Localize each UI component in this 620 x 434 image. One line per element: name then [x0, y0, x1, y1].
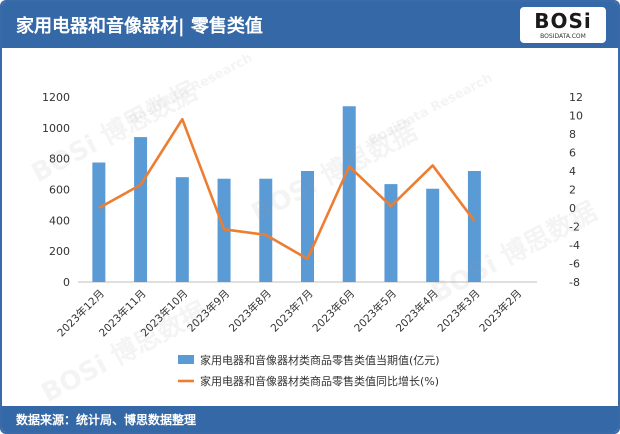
bar [426, 188, 440, 282]
y-left-tick-label: 600 [49, 184, 70, 197]
y-left-tick-label: 1000 [42, 122, 70, 135]
x-tick-label: 2023年7月 [268, 287, 316, 335]
bar [467, 171, 481, 282]
bar [175, 177, 189, 282]
header-bar: 家用电器和音像器材| 零售类值 BOSi BOSIDATA.COM [2, 2, 618, 48]
y-right-tick-label: 12 [569, 91, 583, 104]
y-right-tick-label: 0 [569, 202, 576, 215]
growth-line [98, 117, 476, 261]
bar [301, 171, 314, 282]
bosi-logo: BOSi BOSIDATA.COM [520, 7, 606, 43]
footer-bar: 数据来源：统计局、博思数据整理 [2, 406, 618, 432]
y-right-tick-label: -6 [569, 258, 580, 271]
y-right-tick-label: 2 [569, 184, 576, 197]
page-title: 家用电器和音像器材| 零售类值 [16, 16, 263, 37]
y-right-tick-label: -4 [569, 239, 580, 252]
bar [134, 137, 148, 282]
data-source: 数据来源：统计局、博思数据整理 [16, 413, 197, 427]
y-left-tick-label: 800 [49, 153, 70, 166]
logo-sub: BOSIDATA.COM [540, 33, 586, 40]
y-right-tick-label: -8 [569, 276, 580, 289]
y-left-tick-label: 1200 [42, 91, 70, 104]
y-right-tick-label: 10 [569, 110, 583, 123]
x-tick-label: 2023年8月 [226, 287, 274, 335]
y-right-tick-label: 8 [569, 128, 576, 141]
bar [92, 162, 106, 282]
bar [259, 178, 273, 282]
x-tick-label: 2023年2月 [477, 287, 525, 335]
y-left-tick-label: 200 [49, 245, 70, 258]
y-left-tick-label: 0 [63, 276, 70, 289]
legend-label-line: 家用电器和音像器材类商品零售类值同比增长(%) [200, 374, 439, 388]
x-tick-label: 2023年9月 [185, 287, 233, 335]
legend-swatch-bar [178, 355, 194, 364]
y-right-tick-label: 4 [569, 165, 576, 178]
x-tick-label: 2023年5月 [351, 287, 399, 335]
x-tick-label: 2023年4月 [393, 287, 441, 335]
combo-chart: 0 200 400 600 800 1000 1200 -8 -6 -4 -2 0 2 4 6 8 10 12 20… [42, 91, 583, 388]
y-right-tick-label: -2 [569, 221, 580, 234]
x-tick-label: 2023年3月 [435, 287, 483, 335]
logo-word: BOSi [534, 9, 592, 33]
bar [342, 106, 356, 282]
y-right-tick-label: 6 [569, 147, 576, 160]
y-left-tick-label: 400 [49, 214, 70, 227]
bar [384, 184, 398, 282]
legend-label-bar: 家用电器和音像器材类商品零售类值当期值(亿元) [200, 353, 440, 367]
x-tick-label: 2023年6月 [310, 287, 358, 335]
